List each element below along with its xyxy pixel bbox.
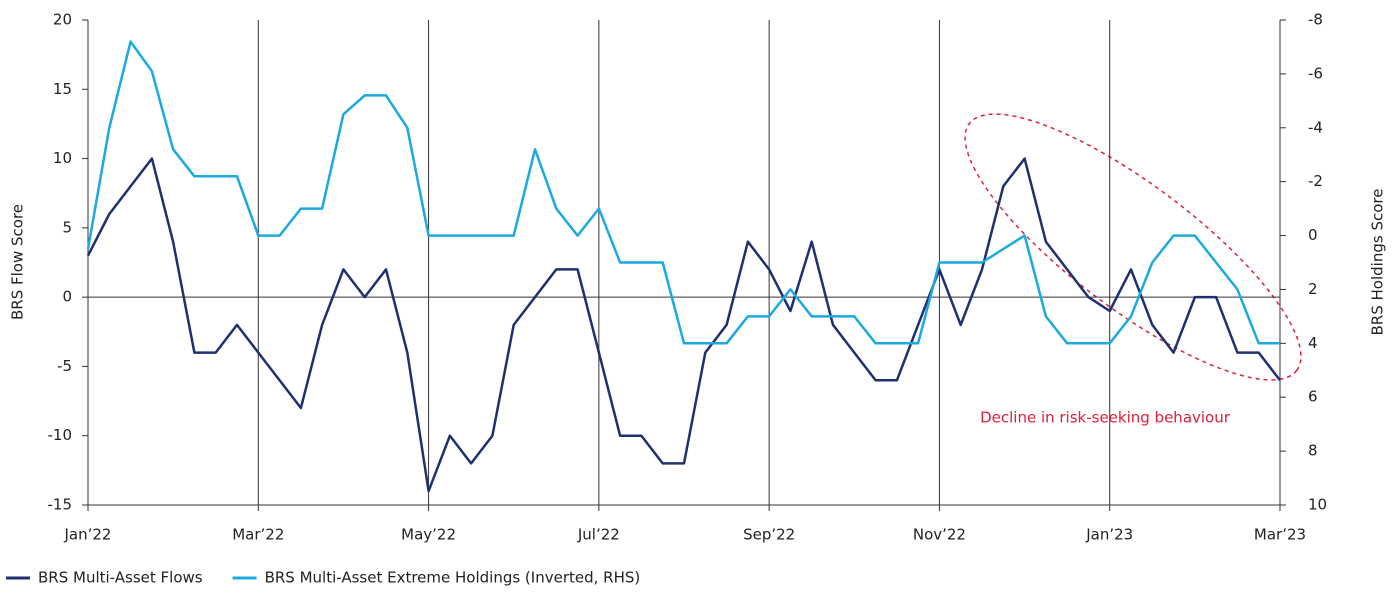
x-tick-label: Jul’22 — [577, 526, 620, 544]
y-tick-label: 10 — [53, 149, 72, 167]
x-tick-label: Jan’22 — [64, 526, 112, 544]
y2-tick-label: -6 — [1308, 64, 1323, 82]
y-tick-label: 5 — [62, 218, 72, 236]
y2-axis-label: BRS Holdings Score — [1369, 189, 1387, 336]
series-line — [86, 40, 1280, 345]
y-axis-label: BRS Flow Score — [9, 204, 27, 320]
legend-label: BRS Multi-Asset Extreme Holdings (Invert… — [265, 569, 641, 587]
x-tick-label: Mar’22 — [232, 526, 284, 544]
y2-tick-label: -2 — [1308, 172, 1323, 190]
annotation-ellipse — [964, 113, 1302, 381]
y2-tick-label: 4 — [1308, 334, 1318, 352]
y2-tick-label: 10 — [1308, 496, 1327, 514]
x-tick-label: Sep’22 — [743, 526, 795, 544]
y-tick-label: -5 — [57, 357, 72, 375]
legend-label: BRS Multi-Asset Flows — [38, 569, 203, 587]
y-tick-label: -15 — [48, 496, 73, 514]
x-tick-label: Nov’22 — [913, 526, 966, 544]
x-tick-label: May’22 — [401, 526, 456, 544]
y2-tick-label: -4 — [1308, 118, 1323, 136]
y2-tick-label: 2 — [1308, 280, 1318, 298]
y2-tick-label: 0 — [1308, 226, 1318, 244]
x-tick-label: Mar’23 — [1254, 526, 1306, 544]
y2-tick-label: 6 — [1308, 388, 1318, 406]
y-tick-label: 0 — [62, 288, 72, 306]
y2-tick-label: -8 — [1308, 11, 1323, 29]
annotation: Decline in risk-seeking behaviour — [980, 409, 1231, 427]
y-tick-label: 15 — [53, 80, 72, 98]
y2-tick-label: 8 — [1308, 442, 1318, 460]
x-tick-label: Jan’23 — [1085, 526, 1133, 544]
series-line — [86, 157, 1281, 493]
y-tick-label: -10 — [48, 426, 73, 444]
y-tick-label: 20 — [53, 11, 72, 29]
